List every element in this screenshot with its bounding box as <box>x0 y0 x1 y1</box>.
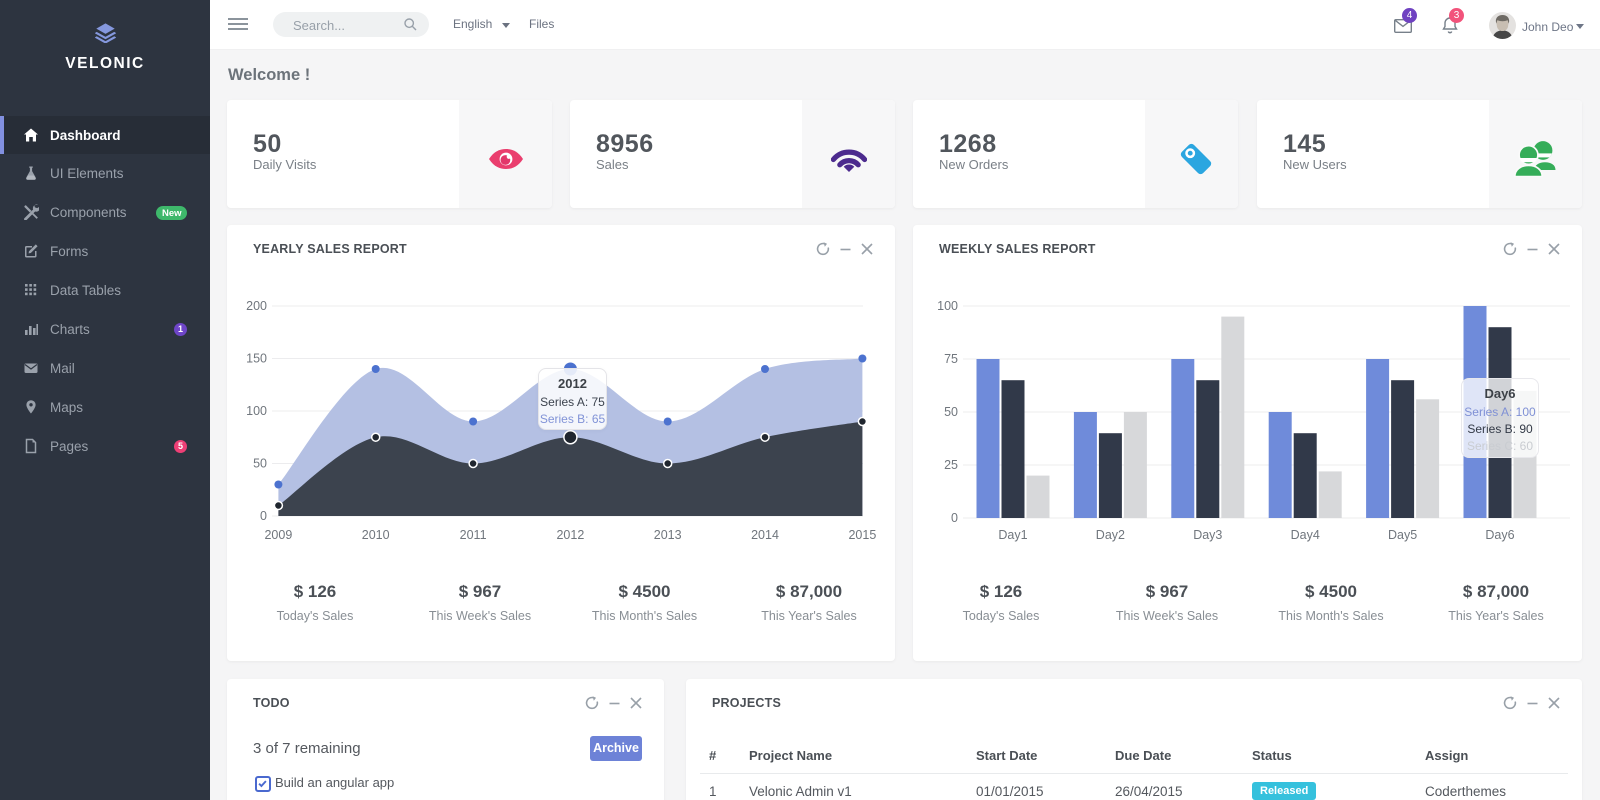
svg-text:2011: 2011 <box>460 528 487 542</box>
svg-text:2013: 2013 <box>654 528 682 542</box>
svg-text:2012: 2012 <box>556 528 584 542</box>
svg-text:Day1: Day1 <box>998 528 1027 542</box>
svg-text:75: 75 <box>944 352 958 366</box>
svg-text:50: 50 <box>944 405 958 419</box>
svg-text:200: 200 <box>246 299 267 313</box>
svg-text:2014: 2014 <box>751 528 779 542</box>
svg-text:0: 0 <box>951 511 958 525</box>
svg-text:Day6: Day6 <box>1485 528 1514 542</box>
svg-text:100: 100 <box>937 299 958 313</box>
svg-text:100: 100 <box>246 404 267 418</box>
svg-text:2015: 2015 <box>848 528 876 542</box>
svg-text:Day5: Day5 <box>1388 528 1417 542</box>
svg-text:150: 150 <box>246 352 267 366</box>
svg-text:2010: 2010 <box>362 528 390 542</box>
svg-text:Day2: Day2 <box>1096 528 1125 542</box>
svg-text:0: 0 <box>260 509 267 523</box>
svg-text:2009: 2009 <box>264 528 292 542</box>
svg-text:50: 50 <box>253 457 267 471</box>
svg-text:Day4: Day4 <box>1291 528 1320 542</box>
svg-text:25: 25 <box>944 458 958 472</box>
svg-text:Day3: Day3 <box>1193 528 1222 542</box>
